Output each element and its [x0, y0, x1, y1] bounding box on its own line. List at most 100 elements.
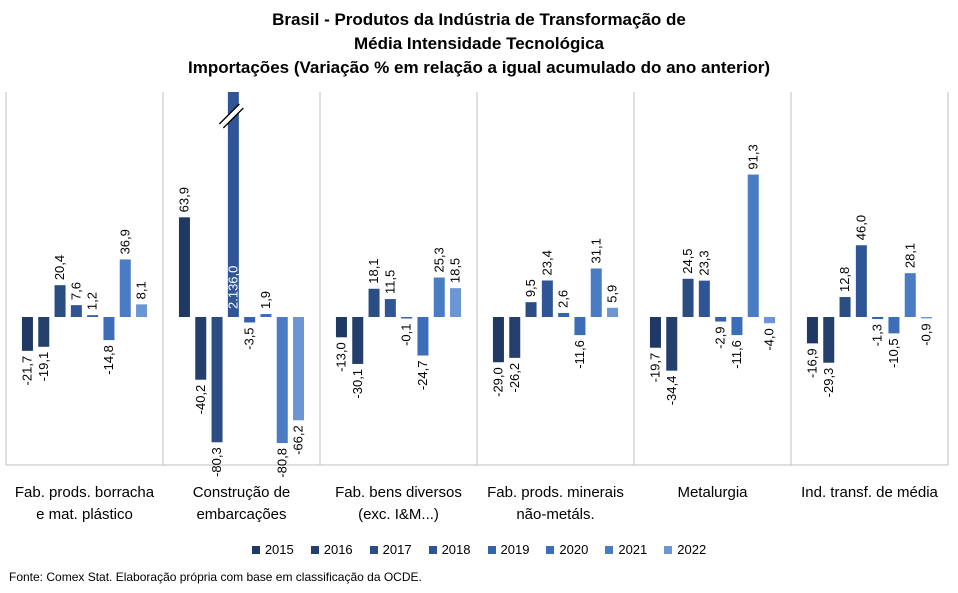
- data-label: 12,8: [837, 267, 852, 292]
- data-label: -34,4: [664, 376, 679, 406]
- category-label: Fab. prods. minerais: [487, 484, 624, 501]
- bar-2019-cat-5: [872, 317, 884, 320]
- data-label: 1,2: [85, 292, 100, 310]
- bar-2016-cat-4: [666, 317, 678, 371]
- bar-2020-cat-1: [260, 314, 272, 317]
- bar-2018-cat-2: [384, 299, 396, 317]
- data-label: 23,4: [539, 250, 554, 275]
- data-label: -19,7: [647, 353, 662, 383]
- data-label: 1,9: [258, 291, 273, 309]
- legend: 2015 2016 2017 2018 2019 2020 2021 2022: [0, 542, 958, 557]
- data-label: 31,1: [588, 238, 603, 263]
- bar-2022-cat-5: [921, 317, 933, 319]
- bar-2017-cat-1: [211, 317, 223, 443]
- bar-2021-cat-5: [904, 273, 916, 317]
- title-line-2: Média Intensidade Tecnológica: [353, 34, 604, 53]
- data-label: 2,6: [556, 290, 571, 308]
- bar-2021-cat-3: [590, 268, 602, 317]
- legend-label: 2021: [618, 542, 648, 557]
- legend-label: 2015: [264, 542, 294, 557]
- legend-item-2022: 2022: [664, 542, 706, 557]
- data-label: 5,9: [605, 285, 620, 303]
- data-label: -2,9: [713, 327, 728, 349]
- data-label: 46,0: [853, 215, 868, 240]
- data-label: -80,8: [274, 448, 289, 478]
- data-label: -11,6: [729, 340, 744, 369]
- data-label: 25,3: [431, 247, 446, 272]
- category-label: Ind. transf. de média: [801, 484, 938, 501]
- category-label: embarcações: [196, 506, 286, 523]
- data-label: 23,3: [696, 250, 711, 275]
- bar-2019-cat-1: [244, 317, 256, 323]
- data-label: 36,9: [117, 229, 132, 254]
- bar-2019-cat-0: [87, 315, 99, 317]
- bar-2018-cat-3: [541, 280, 553, 317]
- data-label: -4,0: [762, 328, 777, 350]
- bar-2019-cat-2: [401, 317, 413, 319]
- data-label: -16,9: [804, 348, 819, 378]
- bar-2022-cat-1: [293, 317, 305, 421]
- data-label: -0,9: [919, 323, 934, 345]
- bar-2016-cat-0: [38, 317, 50, 347]
- data-label: -13,0: [333, 342, 348, 372]
- data-label: -29,0: [490, 367, 505, 397]
- legend-label: 2018: [441, 542, 471, 557]
- data-label: 11,5: [382, 270, 397, 294]
- legend-label: 2016: [323, 542, 353, 557]
- data-label: -29,3: [821, 368, 836, 398]
- legend-item-2021: 2021: [605, 542, 647, 557]
- bar-2021-cat-4: [747, 174, 759, 317]
- legend-label: 2020: [559, 542, 589, 557]
- data-label: -14,8: [101, 345, 116, 375]
- bar-2016-cat-3: [509, 317, 521, 358]
- bar-2018-cat-1: [227, 92, 239, 317]
- data-label: -30,1: [350, 369, 365, 399]
- bar-2015-cat-4: [649, 317, 661, 348]
- legend-item-2017: 2017: [369, 542, 412, 557]
- bar-2022-cat-0: [136, 304, 148, 317]
- bar-2015-cat-1: [178, 217, 190, 317]
- legend-item-2016: 2016: [310, 542, 353, 557]
- bar-2021-cat-0: [119, 259, 131, 317]
- bar-2016-cat-1: [195, 317, 207, 380]
- bar-2015-cat-5: [806, 317, 818, 344]
- data-label: -21,7: [19, 356, 34, 386]
- bar-2017-cat-5: [839, 297, 851, 317]
- bar-2015-cat-0: [21, 317, 33, 351]
- category-label: e mat. plástico: [36, 506, 133, 523]
- bar-2019-cat-3: [558, 312, 570, 317]
- axis-break-line-1: [218, 103, 240, 125]
- data-label: -80,3: [209, 447, 224, 477]
- data-label: 9,5: [523, 279, 538, 297]
- category-label: (exc. I&M...): [358, 506, 439, 523]
- bar-2018-cat-0: [70, 305, 82, 317]
- bar-2017-cat-0: [54, 285, 66, 317]
- bar-2020-cat-4: [731, 317, 743, 336]
- data-label: -3,5: [242, 327, 257, 349]
- bar-chart: -21,7 63,9 -13,0 -29,0 -19,7 -16,9 -19,1 -40,2 -…: [5, 92, 949, 523]
- bar-2020-cat-5: [888, 317, 900, 334]
- data-label: -11,6: [572, 340, 587, 369]
- legend-swatch: [369, 545, 378, 554]
- category-label: Metalurgia: [677, 484, 748, 501]
- legend-swatch: [664, 545, 673, 554]
- bar-2022-cat-4: [764, 317, 776, 324]
- data-label: 28,1: [902, 243, 917, 268]
- bar-2022-cat-2: [450, 288, 462, 317]
- legend-label: 2019: [500, 542, 530, 557]
- data-label: -66,2: [291, 425, 306, 455]
- bar-2016-cat-2: [352, 317, 364, 364]
- data-label: -24,7: [415, 361, 430, 391]
- data-label: 24,5: [680, 248, 695, 273]
- title-line-1: Brasil - Produtos da Indústria de Transf…: [272, 10, 686, 29]
- legend-swatch: [310, 545, 319, 554]
- data-label: 91,3: [745, 144, 760, 169]
- legend-item-2018: 2018: [428, 542, 471, 557]
- bar-2020-cat-0: [103, 317, 115, 341]
- data-label: -26,2: [507, 363, 522, 393]
- legend-swatch: [546, 545, 555, 554]
- category-label: Fab. bens diversos: [335, 484, 462, 501]
- axis-break-line-2: [222, 107, 244, 129]
- legend-item-2015: 2015: [251, 542, 294, 557]
- bar-2017-cat-4: [682, 278, 694, 317]
